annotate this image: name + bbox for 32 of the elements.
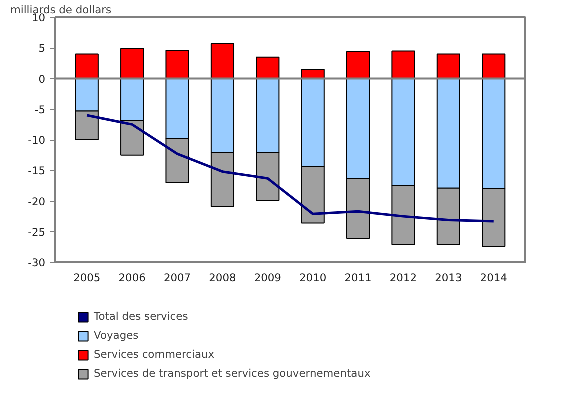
x-tick-label: 2005 — [74, 272, 101, 284]
bar — [120, 48, 144, 80]
bar — [482, 54, 506, 80]
y-tick-label: -25 — [28, 226, 46, 239]
line-series — [86, 114, 496, 223]
bar — [392, 50, 416, 80]
bar — [166, 50, 190, 80]
legend-label: Total des services — [94, 310, 188, 323]
x-tick-label: 2008 — [209, 272, 236, 284]
x-tick-label: 2009 — [254, 272, 282, 284]
x-tick-label: 2007 — [164, 272, 192, 284]
y-tick-label: -5 — [34, 103, 46, 116]
x-tick-label: 2013 — [435, 272, 462, 284]
y-tick-label: 5 — [38, 42, 46, 56]
bar — [210, 43, 235, 80]
y-tick-label: 0 — [38, 72, 46, 86]
x-tick-label: 2014 — [480, 272, 508, 284]
bar — [75, 54, 99, 80]
x-tick-label: 2010 — [300, 272, 327, 284]
bar — [256, 56, 280, 80]
y-tick-label: -10 — [28, 134, 46, 147]
bar — [346, 51, 370, 80]
legend-label: Services commerciaux — [94, 348, 215, 361]
y-tick-label: -15 — [28, 164, 46, 178]
legend-label: Voyages — [94, 329, 139, 342]
y-tick-label: -20 — [28, 195, 46, 208]
x-tick-label: 2011 — [344, 272, 372, 284]
x-tick-label: 2012 — [390, 272, 418, 284]
legend-label: Services de transport et services gouvernementaux — [94, 367, 371, 380]
bar — [436, 54, 460, 80]
y-tick-label: -30 — [28, 256, 46, 270]
x-tick-label: 2006 — [118, 272, 146, 284]
